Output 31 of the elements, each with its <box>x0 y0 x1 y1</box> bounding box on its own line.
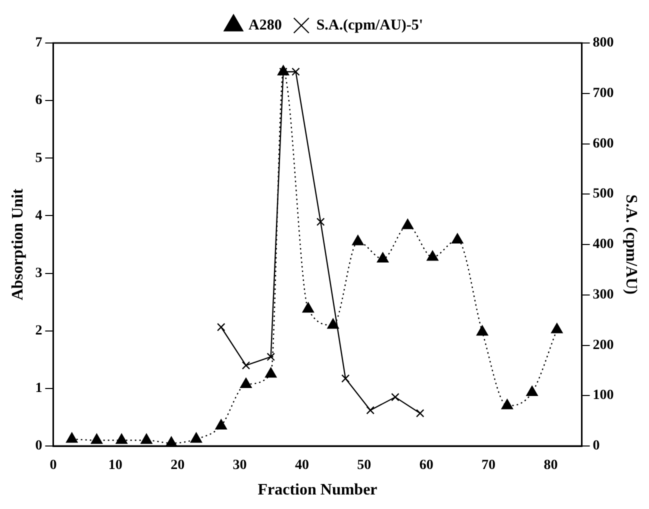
x-axis-title: Fraction Number <box>258 482 378 499</box>
y2-tick-label: 300 <box>592 287 614 302</box>
x-tick-label: 60 <box>419 458 434 474</box>
x-tick-label: 30 <box>232 458 247 474</box>
x-tick-label: 70 <box>482 458 496 474</box>
x-tick-label: 80 <box>544 458 558 474</box>
y-tick-label: 2 <box>35 323 42 338</box>
y-tick-label: 0 <box>35 438 42 454</box>
y2-tick-label: 700 <box>592 86 614 101</box>
y2-tick-label: 600 <box>592 136 614 152</box>
y-axis-title: Absorption Unit <box>10 188 27 300</box>
y-tick-label: 6 <box>35 93 42 108</box>
y-tick-label: 3 <box>35 266 42 281</box>
y2-axis-title: S.A. (cpm/AU) <box>622 194 640 294</box>
y2-tick-label: 400 <box>592 237 614 252</box>
y2-tick-label: 500 <box>592 186 614 202</box>
legend-label: A280 <box>248 17 282 34</box>
y-tick-label: 4 <box>35 208 42 224</box>
legend-label: S.A.(cpm/AU)-5' <box>316 17 423 34</box>
y2-tick-label: 0 <box>592 438 600 454</box>
y2-tick-label: 200 <box>592 338 614 353</box>
y-tick-label: 1 <box>35 381 42 396</box>
y-tick-label: 5 <box>35 150 42 166</box>
y2-tick-label: 800 <box>592 36 614 51</box>
y2-tick-label: 100 <box>592 388 614 404</box>
x-tick-label: 40 <box>294 458 309 474</box>
x-tick-label: 10 <box>108 458 122 474</box>
y-tick-label: 7 <box>35 36 42 51</box>
x-tick-label: 50 <box>357 458 372 474</box>
x-tick-label: 20 <box>170 458 185 474</box>
x-tick-label: 0 <box>50 458 57 474</box>
